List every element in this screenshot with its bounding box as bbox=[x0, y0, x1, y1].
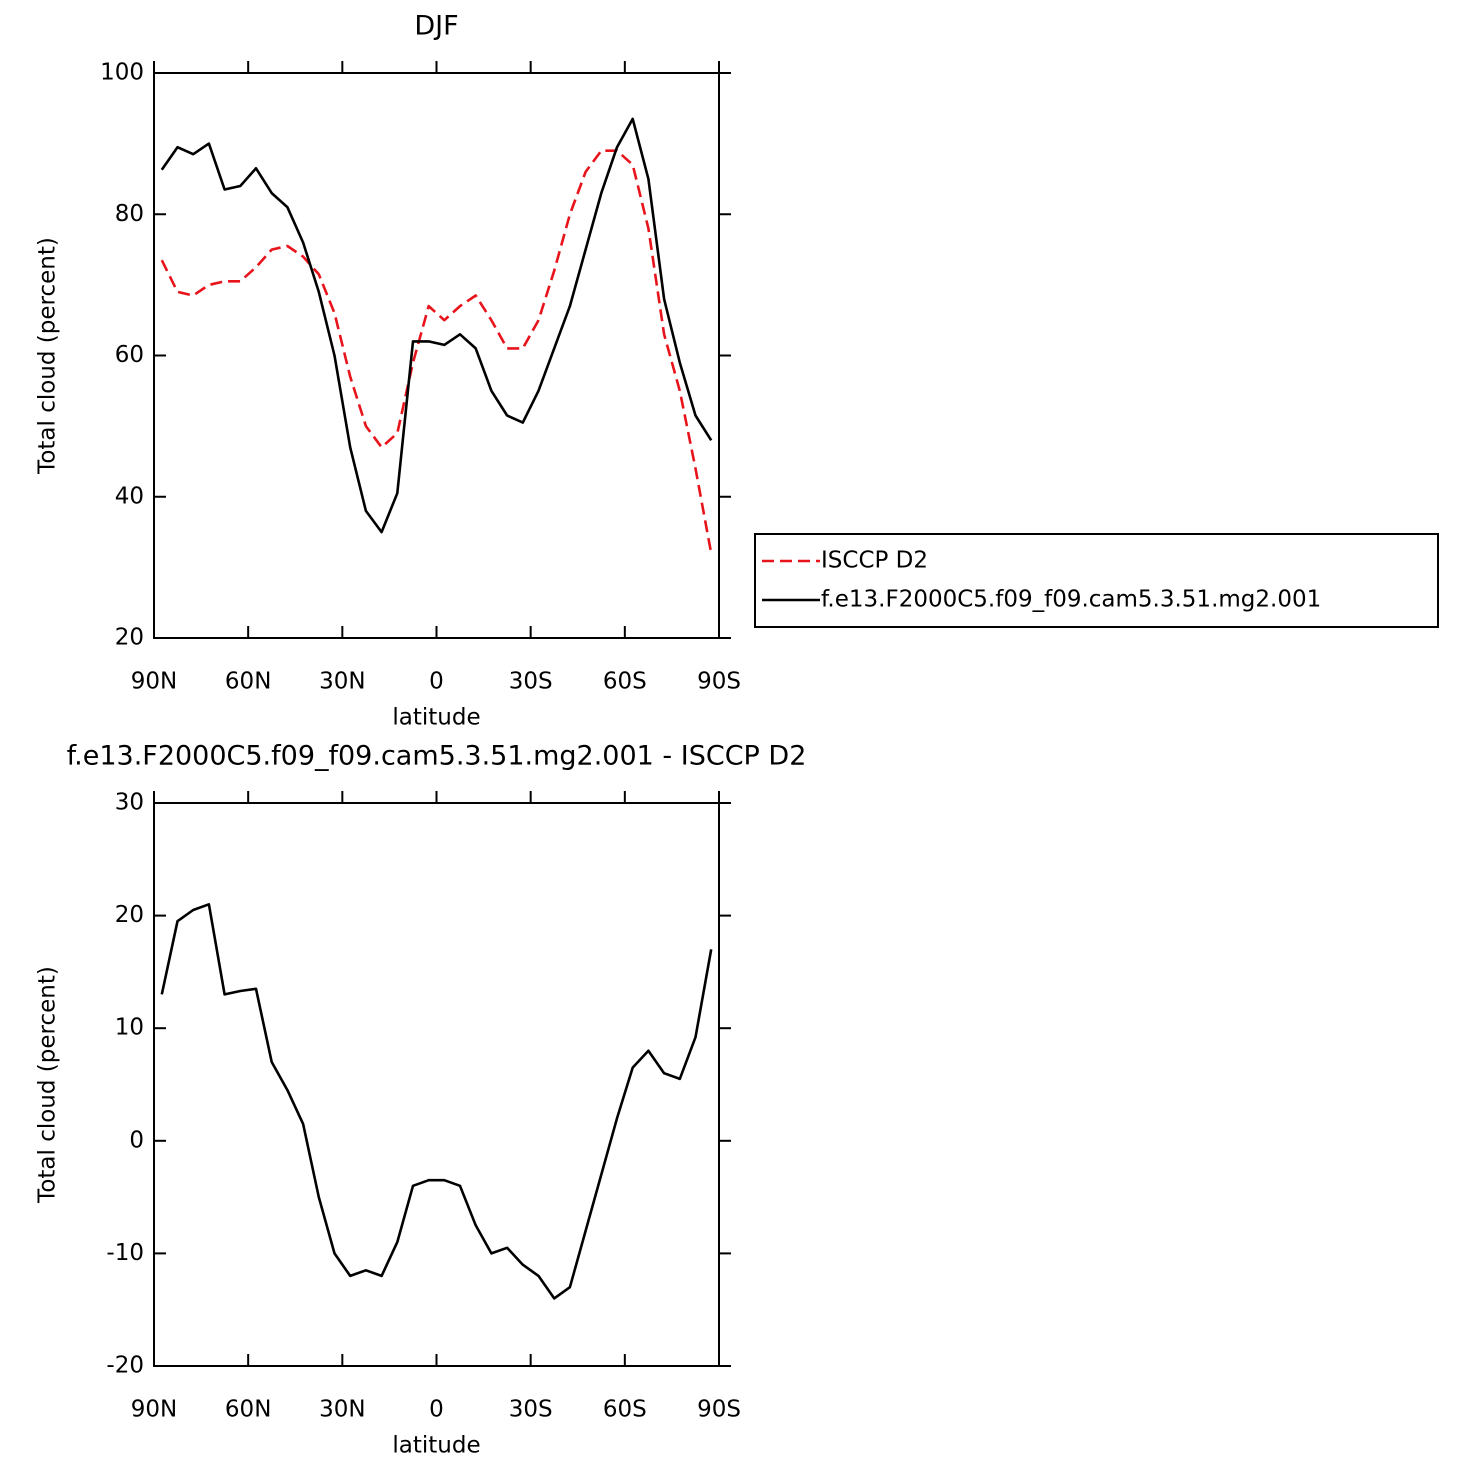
legend-box bbox=[754, 533, 1439, 628]
x-axis-label: latitude bbox=[392, 705, 480, 731]
y-tick-label: 20 bbox=[115, 625, 144, 651]
legend-label: f.e13.F2000C5.f09_f09.cam5.3.51.mg2.001 bbox=[821, 587, 1321, 613]
y-tick-label: 20 bbox=[115, 902, 144, 928]
legend-label: ISCCP D2 bbox=[821, 548, 928, 574]
x-tick-label: 90N bbox=[131, 669, 177, 695]
y-axis-label: Total cloud (percent) bbox=[35, 966, 61, 1204]
y-tick-label: 40 bbox=[115, 483, 144, 509]
y-tick-label: 60 bbox=[115, 342, 144, 368]
y-axis-label: Total cloud (percent) bbox=[35, 237, 61, 475]
plot-frame bbox=[153, 72, 720, 639]
x-tick-label: 30S bbox=[509, 1397, 553, 1423]
y-tick-label: 0 bbox=[129, 1127, 144, 1153]
y-tick-label: -20 bbox=[106, 1353, 144, 1379]
x-tick-label: 90S bbox=[697, 669, 741, 695]
x-tick-label: 60N bbox=[225, 669, 271, 695]
x-tick-label: 60S bbox=[603, 669, 647, 695]
chart-title: f.e13.F2000C5.f09_f09.cam5.3.51.mg2.001 … bbox=[67, 741, 807, 772]
x-tick-label: 0 bbox=[429, 1397, 444, 1423]
y-tick-label: 30 bbox=[115, 790, 144, 816]
y-tick-label: -10 bbox=[106, 1240, 144, 1266]
y-tick-label: 80 bbox=[115, 201, 144, 227]
x-tick-label: 0 bbox=[429, 669, 444, 695]
y-tick-label: 100 bbox=[100, 60, 144, 86]
x-tick-label: 30N bbox=[319, 1397, 365, 1423]
x-tick-label: 90N bbox=[131, 1397, 177, 1423]
chart-title: DJF bbox=[414, 11, 458, 42]
series-line bbox=[160, 117, 713, 534]
x-tick-label: 60N bbox=[225, 1397, 271, 1423]
x-axis-label: latitude bbox=[392, 1433, 480, 1459]
x-tick-label: 90S bbox=[697, 1397, 741, 1423]
series-line bbox=[160, 903, 713, 1300]
x-tick-label: 60S bbox=[603, 1397, 647, 1423]
x-tick-label: 30S bbox=[509, 669, 553, 695]
plot-frame bbox=[153, 802, 720, 1367]
y-tick-label: 10 bbox=[115, 1015, 144, 1041]
series-line bbox=[160, 149, 713, 554]
x-tick-label: 30N bbox=[319, 669, 365, 695]
